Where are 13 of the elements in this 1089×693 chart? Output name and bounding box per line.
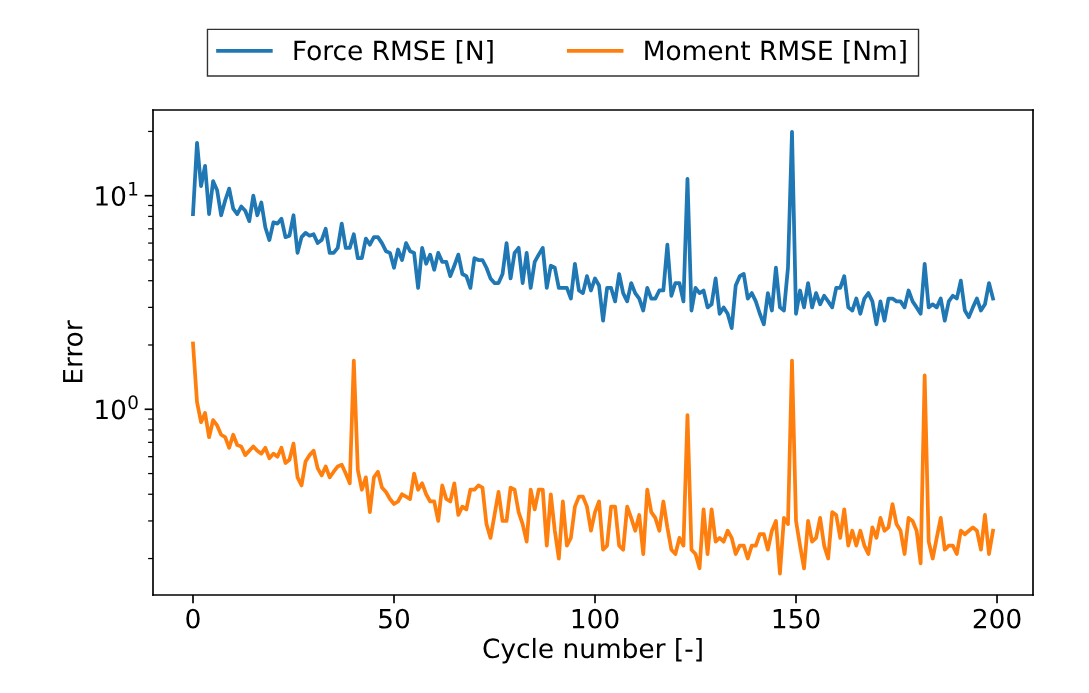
y-tick-label: 10$^{1}$	[96, 182, 138, 206]
y-axis-title: Error	[63, 320, 83, 383]
line-series	[191, 341, 995, 576]
line-series	[191, 130, 995, 330]
x-tick-label: 200	[973, 608, 1021, 629]
x-axis-title: Cycle number [-]	[483, 637, 702, 664]
legend-label: Force RMSE [N]	[294, 39, 493, 64]
x-tick-label: 50	[379, 608, 410, 629]
legend-label: Moment RMSE [Nm]	[645, 39, 906, 64]
x-tick-label: 100	[572, 608, 619, 629]
x-tick-label: 0	[186, 608, 200, 629]
y-tick-label: 10$^{0}$	[96, 395, 138, 420]
x-tick-label: 150	[773, 608, 820, 629]
